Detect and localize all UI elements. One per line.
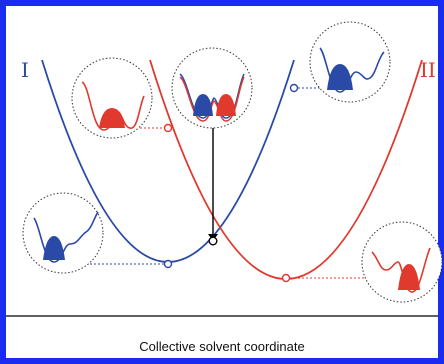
point-crossing [208, 236, 218, 246]
point-minimum-i [163, 259, 173, 269]
point-minimum-ii [281, 273, 291, 283]
inset-minimum-i [22, 192, 104, 274]
x-axis-label: Collective solvent coordinate [139, 339, 305, 354]
inset-excited-ii [309, 21, 391, 103]
point-excited-ii [289, 83, 299, 93]
curve-label-i: I [21, 58, 29, 82]
point-excited-i [163, 123, 173, 133]
inset-excited-i [71, 57, 153, 139]
inset-crossing [171, 47, 253, 129]
curve-label-ii: II [420, 58, 436, 82]
inset-minimum-ii [361, 221, 443, 303]
